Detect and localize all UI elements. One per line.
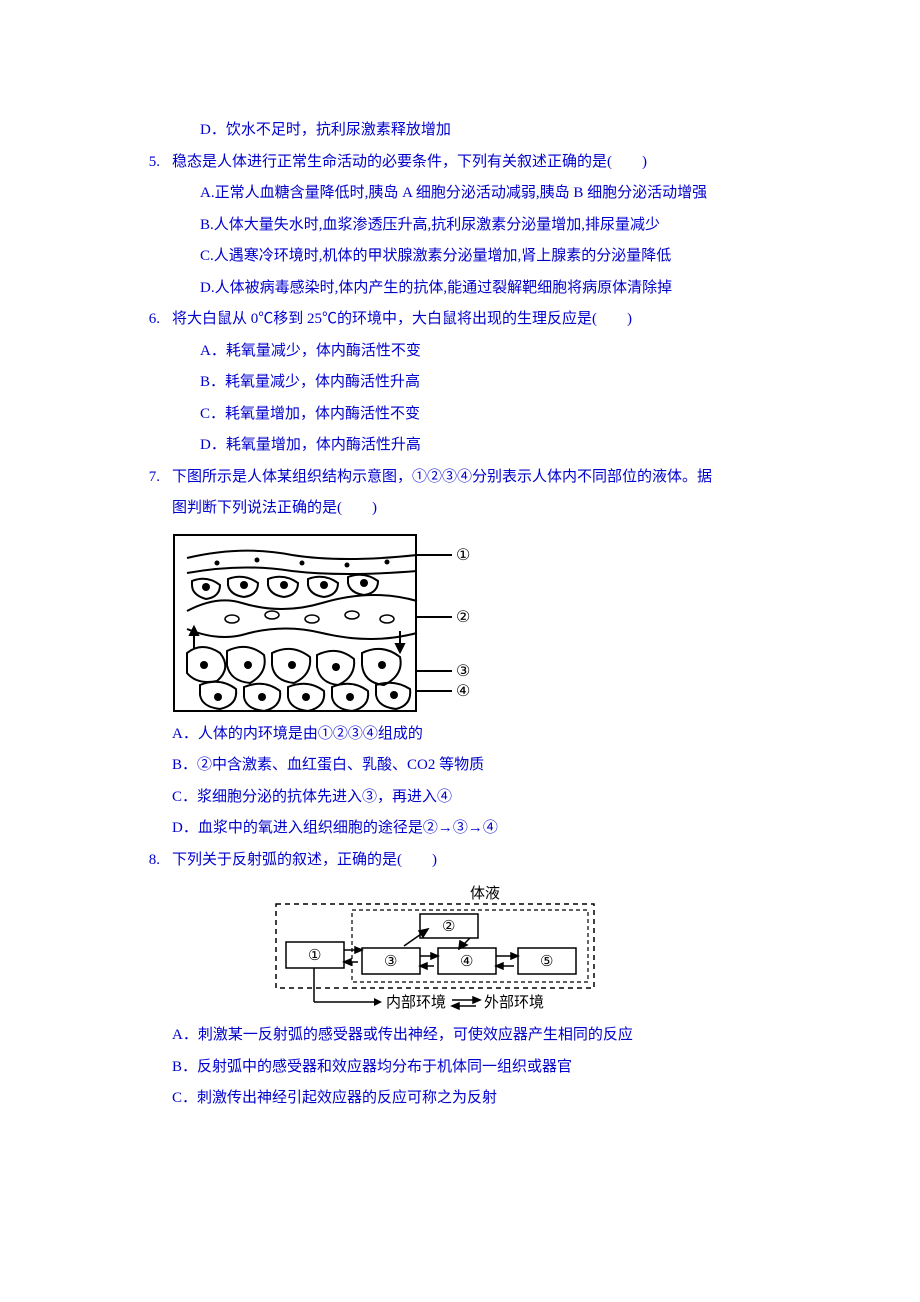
q5-stem: 稳态是人体进行正常生命活动的必要条件，下列有关叙述正确的是( ) — [172, 147, 820, 179]
q8-figure: 体液 ① ② ③ ④ ⑤ — [130, 884, 820, 1014]
q8-label-tiyue: 体液 — [470, 885, 500, 902]
question-5: 5. 稳态是人体进行正常生命活动的必要条件，下列有关叙述正确的是( ) — [130, 147, 820, 179]
question-7: 7. 下图所示是人体某组织结构示意图，①②③④分别表示人体内不同部位的液体。据 — [130, 462, 820, 494]
q8-option-a: A．刺激某一反射弧的感受器或传出神经，可使效应器产生相同的反应 — [130, 1020, 820, 1052]
q8-box-4: ④ — [460, 954, 473, 970]
q7-label-2: ② — [456, 609, 470, 626]
q8-box-5: ⑤ — [540, 954, 553, 970]
q6-option-a: A．耗氧量减少，体内酶活性不变 — [130, 336, 820, 368]
q8-box-1: ① — [308, 948, 321, 964]
q6-option-c: C．耗氧量增加，体内酶活性不变 — [130, 399, 820, 431]
svg-text:外部环境: 外部环境 — [484, 993, 544, 1011]
q5-option-c: C.人遇寒冷环境时,机体的甲状腺激素分泌量增加,肾上腺素的分泌量降低 — [130, 241, 820, 273]
q8-box-3: ③ — [384, 954, 397, 970]
q7-label-3: ③ — [456, 663, 470, 680]
tissue-diagram-svg: ① ② ③ ④ — [172, 533, 472, 713]
q6-number: 6. — [130, 304, 172, 336]
q5-number: 5. — [130, 147, 172, 179]
q7-stem-line1: 下图所示是人体某组织结构示意图，①②③④分别表示人体内不同部位的液体。据 — [172, 469, 712, 485]
svg-text:内部环境: 内部环境 — [386, 993, 446, 1011]
q7-label-1: ① — [456, 547, 470, 564]
q7-number: 7. — [130, 462, 172, 494]
question-8: 8. 下列关于反射弧的叙述，正确的是( ) — [130, 845, 820, 877]
q6-option-d: D．耗氧量增加，体内酶活性升高 — [130, 430, 820, 462]
q6-option-b: B．耗氧量减少，体内酶活性升高 — [130, 367, 820, 399]
q8-label-nei: 内部环境 — [386, 993, 446, 1011]
q8-stem: 下列关于反射弧的叙述，正确的是( ) — [172, 845, 820, 877]
q8-option-c: C．刺激传出神经引起效应器的反应可称之为反射 — [130, 1083, 820, 1115]
page-content: D．饮水不足时，抗利尿激素释放增加 5. 稳态是人体进行正常生命活动的必要条件，… — [0, 0, 920, 1175]
q8-label-wai: 外部环境 — [484, 993, 544, 1011]
q8-option-b: B．反射弧中的感受器和效应器均分布于机体同一组织或器官 — [130, 1052, 820, 1084]
question-6: 6. 将大白鼠从 0℃移到 25℃的环境中，大白鼠将出现的生理反应是( ) — [130, 304, 820, 336]
q7-option-d: D．血浆中的氧进入组织细胞的途径是②→③→④ — [130, 813, 820, 845]
q8-number: 8. — [130, 845, 172, 877]
q5-option-d: D.人体被病毒感染时,体内产生的抗体,能通过裂解靶细胞将病原体清除掉 — [130, 273, 820, 305]
q5-option-a: A.正常人血糖含量降低时,胰岛 A 细胞分泌活动减弱,胰岛 B 细胞分泌活动增强 — [130, 178, 820, 210]
q8-box-2: ② — [442, 919, 455, 935]
q7-option-a: A．人体的内环境是由①②③④组成的 — [130, 719, 820, 751]
q6-stem: 将大白鼠从 0℃移到 25℃的环境中，大白鼠将出现的生理反应是( ) — [172, 304, 820, 336]
q4-option-d: D．饮水不足时，抗利尿激素释放增加 — [130, 115, 820, 147]
q7-stem-line2: 图判断下列说法正确的是( ) — [172, 493, 820, 525]
q7-figure: ① ② ③ ④ — [130, 533, 820, 713]
q7-label-4: ④ — [456, 683, 470, 700]
q7-option-b: B．②中含激素、血红蛋白、乳酸、CO2 等物质 — [130, 750, 820, 782]
q5-option-b: B.人体大量失水时,血浆渗透压升高,抗利尿激素分泌量增加,排尿量减少 — [130, 210, 820, 242]
reflex-arc-diagram-svg: 体液 ① ② ③ ④ ⑤ — [270, 884, 600, 1014]
q7-option-c: C．浆细胞分泌的抗体先进入③，再进入④ — [130, 782, 820, 814]
q7-stem-cont: 图判断下列说法正确的是( ) — [130, 493, 820, 525]
